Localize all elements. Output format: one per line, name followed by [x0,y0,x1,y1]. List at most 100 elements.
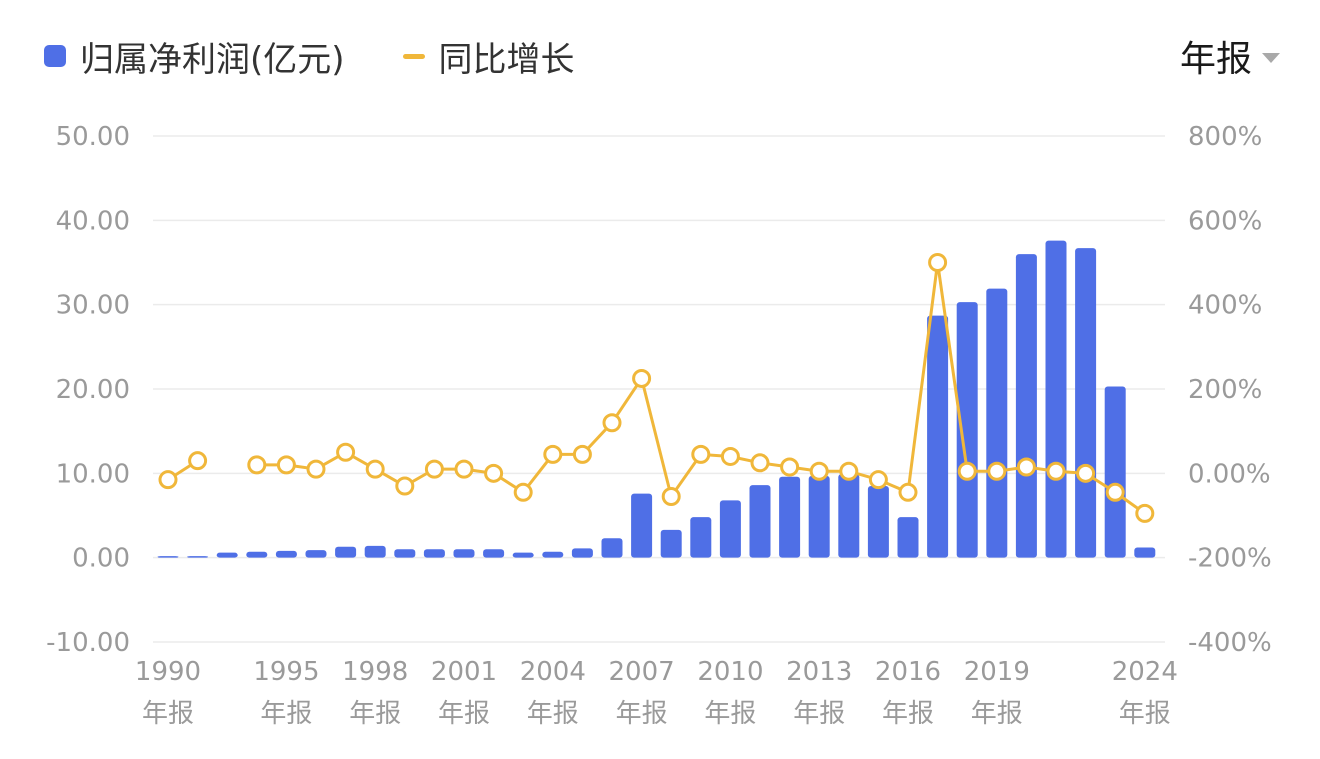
bar-net-profit [394,549,416,558]
bar-net-profit [838,474,860,558]
y-right-tick-label: 600% [1188,206,1262,236]
bar-net-profit [631,493,653,558]
bar-net-profit [542,551,564,558]
point-yoy-growth [247,455,267,475]
x-tick-label-year: 2019 [964,657,1030,687]
x-tick-label-year: 2016 [875,657,941,687]
point-yoy-growth [780,457,800,477]
x-tick-label-year: 1990 [135,657,201,687]
point-yoy-growth [188,451,208,471]
bar-net-profit [453,549,475,558]
x-tick-label-year: 2010 [697,657,763,687]
x-tick-label-year: 2001 [431,657,497,687]
period-selector[interactable]: 年报 [1180,34,1280,80]
chart-legend: 归属净利润(亿元) 同比增长 [44,32,633,81]
x-tick-label-suffix: 年报 [882,699,934,729]
point-yoy-growth [720,446,740,466]
point-yoy-growth [809,461,829,481]
bar-net-profit [690,517,712,558]
bar-net-profit [187,556,209,558]
legend-item-net-profit[interactable]: 归属净利润(亿元) [44,32,345,81]
y-left-tick-label: 40.00 [56,206,130,236]
legend-item-yoy-growth[interactable]: 同比增长 [402,32,575,81]
point-yoy-growth [987,461,1007,481]
x-tick-label-year: 2004 [520,657,586,687]
bar-net-profit [660,529,682,558]
x-tick-label-suffix: 年报 [616,699,668,729]
x-tick-label-year: 1998 [342,657,408,687]
point-yoy-growth [365,459,385,479]
x-tick-label-suffix: 年报 [438,699,490,729]
y-left-tick-label: -10.00 [46,628,130,658]
bar-net-profit [305,550,327,558]
x-tick-label-suffix: 年报 [971,699,1023,729]
bar-net-profit [749,485,771,558]
point-yoy-growth [928,253,948,272]
bar-swatch-icon [44,45,66,67]
point-yoy-growth [632,368,652,388]
point-yoy-growth [306,459,326,479]
point-yoy-growth [572,444,592,464]
point-yoy-growth [1105,482,1125,502]
y-right-tick-label: -200% [1188,544,1272,574]
point-yoy-growth [1046,461,1066,481]
point-yoy-growth [957,461,977,481]
bar-net-profit [483,549,505,558]
point-yoy-growth [661,487,681,507]
legend-yoy-growth-label: 同比增长 [438,39,575,80]
bar-net-profit [571,548,593,558]
x-tick-label-suffix: 年报 [142,699,194,729]
bar-net-profit [275,550,297,558]
bar-net-profit [1075,248,1097,558]
x-tick-label-suffix: 年报 [1119,699,1171,729]
point-yoy-growth [513,482,533,502]
point-yoy-growth [424,459,444,479]
x-tick-label-suffix: 年报 [704,699,756,729]
chevron-down-icon [1262,53,1280,63]
point-yoy-growth [1016,457,1036,477]
y-right-tick-label: 400% [1188,291,1262,321]
bar-net-profit [1104,386,1126,558]
y-left-tick-label: 50.00 [56,122,130,152]
y-right-tick-label: 800% [1188,122,1262,152]
bar-net-profit [956,302,978,558]
bar-net-profit [897,517,919,558]
y-left-tick-label: 20.00 [56,375,130,405]
point-yoy-growth [868,470,888,490]
period-selector-label: 年报 [1179,39,1252,80]
x-tick-label-suffix: 年报 [793,699,845,729]
line-swatch-icon [402,53,425,59]
x-tick-label-year: 2024 [1112,657,1178,687]
bar-net-profit [601,538,623,558]
bar-net-profit [512,552,534,558]
point-yoy-growth [1135,503,1155,523]
x-tick-label-suffix: 年报 [260,699,312,729]
bar-net-profit [364,545,386,558]
point-yoy-growth [454,459,474,479]
legend-net-profit-label: 归属净利润(亿元) [80,39,345,80]
x-tick-label-year: 2013 [786,657,852,687]
point-yoy-growth [158,470,178,490]
bar-net-profit [986,288,1008,558]
point-yoy-growth [602,413,622,433]
y-left-tick-label: 30.00 [56,291,130,321]
point-yoy-growth [484,463,504,483]
point-yoy-growth [543,444,563,464]
y-left-tick-label: 0.00 [72,544,130,574]
y-right-tick-label: 200% [1188,375,1262,405]
x-tick-label-suffix: 年报 [349,699,401,729]
bar-net-profit [157,556,179,558]
bar-net-profit [216,552,238,558]
bar-net-profit [867,485,889,558]
bar-net-profit [423,549,445,558]
bar-net-profit [246,551,268,558]
bar-net-profit [779,476,801,558]
point-yoy-growth [336,442,356,462]
y-right-tick-label: 0.00% [1188,459,1271,489]
x-tick-label-year: 2007 [609,657,675,687]
point-yoy-growth [395,476,415,496]
bar-net-profit [927,315,949,558]
x-tick-label-year: 1995 [253,657,319,687]
point-yoy-growth [898,482,918,502]
